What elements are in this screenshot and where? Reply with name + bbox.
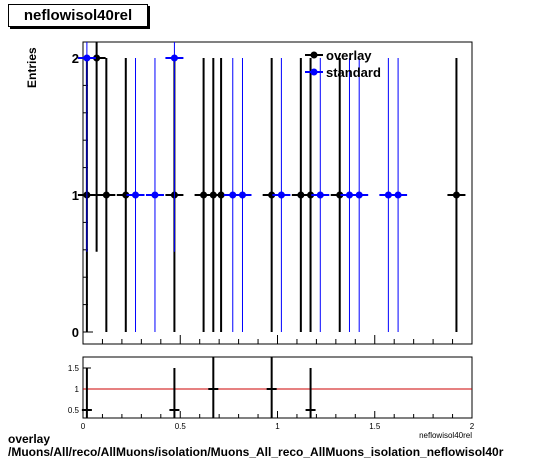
overlay-point	[336, 191, 344, 199]
overlay-point	[122, 191, 130, 199]
legend-marker-standard	[310, 68, 318, 76]
main-y-tick-label: 2	[72, 51, 79, 66]
ratio-x-tick-label: 0	[81, 422, 86, 431]
ratio-x-tick-label: 1	[275, 422, 280, 431]
overlay-point	[307, 191, 315, 199]
ratio-x-tick-label: 0.5	[175, 422, 187, 431]
standard-point	[355, 191, 363, 199]
overlay-point	[452, 191, 460, 199]
standard-point	[345, 191, 353, 199]
standard-point	[277, 191, 285, 199]
ratio-plot-frame	[82, 356, 473, 419]
main-y-tick-label: 0	[72, 325, 79, 340]
main-plot-frame	[82, 41, 473, 345]
footer-line-2: /Muons/All/reco/AllMuons/isolation/Muons…	[8, 445, 504, 459]
standard-point	[316, 191, 324, 199]
standard-point	[132, 191, 140, 199]
legend-marker-overlay	[310, 51, 318, 59]
overlay-point	[93, 54, 101, 62]
standard-point	[394, 191, 402, 199]
chart-title: neflowisol40rel	[8, 4, 148, 27]
overlay-point	[102, 191, 110, 199]
overlay-point	[297, 191, 305, 199]
legend-label-overlay: overlay	[326, 48, 372, 63]
ratio-x-tick-label: 1.5	[369, 422, 381, 431]
ratio-y-tick-label: 1	[75, 385, 80, 394]
main-y-tick-label: 1	[72, 188, 79, 203]
standard-point	[238, 191, 246, 199]
ratio-x-axis-label: neflowisol40rel	[419, 431, 472, 440]
overlay-point	[217, 191, 225, 199]
standard-point	[229, 191, 237, 199]
standard-point	[170, 54, 178, 62]
ratio-x-tick-label: 2	[470, 422, 475, 431]
standard-point	[151, 191, 159, 199]
overlay-point	[200, 191, 208, 199]
footer-line-1: overlay	[8, 432, 51, 446]
legend-label-standard: standard	[326, 65, 381, 80]
standard-point	[384, 191, 392, 199]
ratio-y-tick-label: 1.5	[68, 364, 80, 373]
standard-point	[83, 54, 91, 62]
overlay-point	[268, 191, 276, 199]
ratio-y-tick-label: 0.5	[68, 406, 80, 415]
